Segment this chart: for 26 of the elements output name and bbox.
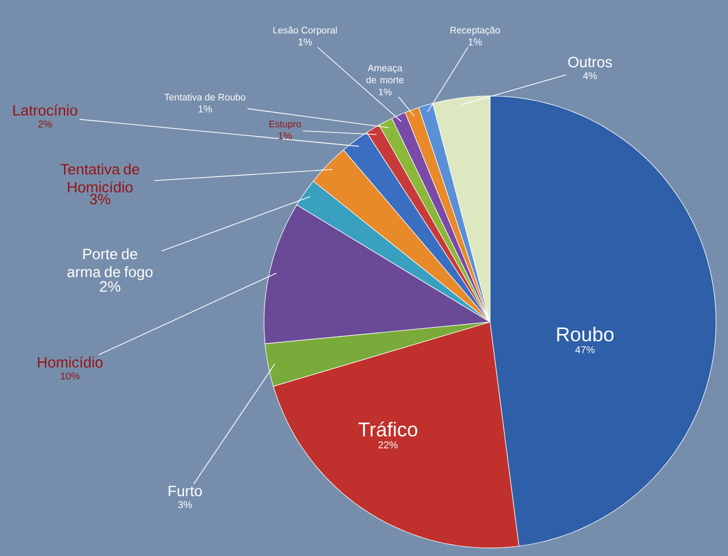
data-label: 1% xyxy=(278,132,292,140)
slice-label: Furto xyxy=(168,486,202,496)
data-label: 3% xyxy=(90,194,110,204)
slice-label: Lesão Corporal xyxy=(273,26,337,36)
data-label: 2% xyxy=(100,281,120,292)
data-label: 3% xyxy=(178,501,192,508)
data-label: 22% xyxy=(378,441,398,448)
slice-label: Tentativa de Homicídio xyxy=(60,164,140,192)
slice-label: Homicídio xyxy=(38,356,103,368)
slice-label: Latrocínio xyxy=(13,104,78,116)
data-label: 47% xyxy=(575,346,595,354)
data-label: 1% xyxy=(298,38,312,46)
data-label: 1% xyxy=(468,38,482,46)
slice-label: Roubo xyxy=(557,326,614,342)
data-label: 10% xyxy=(60,372,80,380)
data-label: 1% xyxy=(198,105,212,112)
slice-label: Ameaça de morte xyxy=(366,64,404,84)
data-label: 1% xyxy=(378,88,392,96)
slice-label: Porte de arma de fogo xyxy=(67,248,153,280)
slice-label: Tráfico xyxy=(358,422,418,436)
slice-label: Outros xyxy=(568,56,612,68)
slice-label: Tentativa de Roubo xyxy=(164,94,246,101)
slice-label: Receptação xyxy=(450,26,500,36)
slice-label: Estupro xyxy=(269,120,301,130)
data-label: 2% xyxy=(38,120,52,128)
data-label: 4% xyxy=(583,72,597,80)
